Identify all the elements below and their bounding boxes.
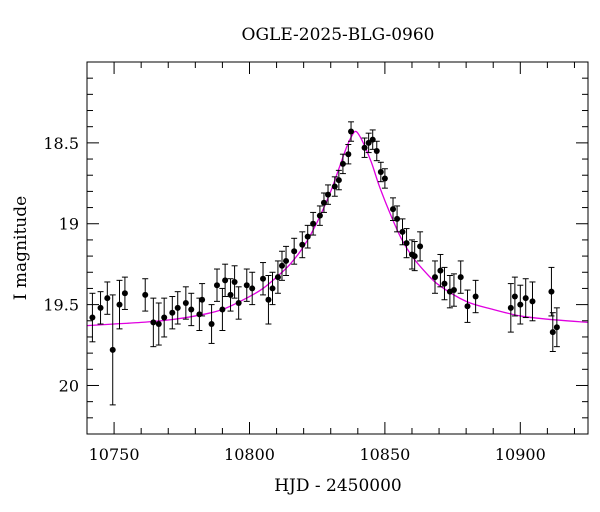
data-point	[274, 274, 281, 281]
y-axis-label: I magnitude	[11, 196, 31, 300]
data-point	[265, 296, 272, 303]
data-point	[335, 177, 342, 184]
data-point	[116, 301, 123, 308]
data-point	[345, 151, 352, 158]
data-point	[155, 321, 162, 328]
data-point	[417, 243, 424, 250]
data-point	[304, 233, 311, 240]
data-point	[199, 296, 206, 303]
data-point	[161, 314, 168, 321]
data-point	[339, 160, 346, 167]
data-point	[208, 321, 215, 328]
data-point	[411, 253, 418, 260]
data-point	[97, 304, 104, 311]
data-point	[548, 288, 555, 295]
x-axis-label: HJD - 2450000	[274, 476, 402, 496]
data-point	[291, 248, 298, 255]
data-point	[529, 298, 536, 305]
data-point	[365, 139, 372, 146]
y-tick-label: 19.5	[43, 296, 79, 315]
x-tick-label: 10850	[359, 445, 410, 464]
data-point	[373, 147, 380, 154]
data-point	[441, 280, 448, 287]
data-point	[331, 183, 338, 190]
y-tick-label: 19	[59, 215, 79, 234]
data-point	[169, 309, 176, 316]
data-point	[150, 319, 157, 326]
x-tick-label: 10900	[495, 445, 546, 464]
data-point	[361, 144, 368, 151]
data-point	[549, 329, 556, 336]
plot-frame	[86, 61, 589, 435]
data-point	[511, 293, 518, 300]
data-point	[174, 304, 181, 311]
data-point	[283, 257, 290, 264]
data-point	[269, 285, 276, 292]
data-point	[109, 346, 116, 353]
data-point	[213, 282, 220, 289]
x-tick-label: 10800	[224, 445, 275, 464]
x-tick-label: 10750	[89, 445, 140, 464]
data-point	[437, 267, 444, 274]
data-point	[188, 306, 195, 313]
y-axis: 18.5 19 19.5 20	[43, 77, 588, 435]
data-point	[89, 314, 96, 321]
x-axis: 10750 10800 10850 10900	[86, 62, 575, 464]
data-point	[394, 215, 401, 222]
data-point	[517, 301, 524, 308]
data-point	[507, 304, 514, 311]
data-point	[231, 278, 238, 285]
data-point	[243, 282, 250, 289]
data-point	[310, 220, 317, 227]
chart-title: OGLE-2025-BLG-0960	[242, 25, 435, 45]
data-point	[348, 128, 355, 135]
data-point	[431, 274, 438, 281]
data-point	[472, 293, 479, 300]
data-point	[399, 228, 406, 235]
data-point	[377, 168, 384, 175]
data-point	[182, 299, 189, 306]
data-point	[222, 277, 229, 284]
data-point	[457, 274, 464, 281]
data-point	[235, 299, 242, 306]
data-point	[403, 240, 410, 247]
data-point	[450, 287, 457, 294]
data-point	[249, 285, 256, 292]
data-point	[227, 291, 234, 298]
y-tick-label: 20	[59, 376, 79, 395]
data-point	[104, 295, 111, 302]
data-point	[390, 206, 397, 213]
data-point	[464, 303, 471, 310]
data-point	[278, 262, 285, 269]
plot-marks	[86, 121, 589, 406]
data-point	[381, 175, 388, 182]
data-point	[325, 191, 332, 198]
data-point	[121, 290, 128, 297]
data-point	[260, 275, 267, 282]
data-point	[316, 212, 323, 219]
data-point	[142, 291, 149, 298]
data-point	[553, 324, 560, 331]
data-point	[299, 241, 306, 248]
data-point	[219, 306, 226, 313]
data-point	[522, 295, 529, 302]
y-tick-label: 18.5	[43, 134, 79, 153]
